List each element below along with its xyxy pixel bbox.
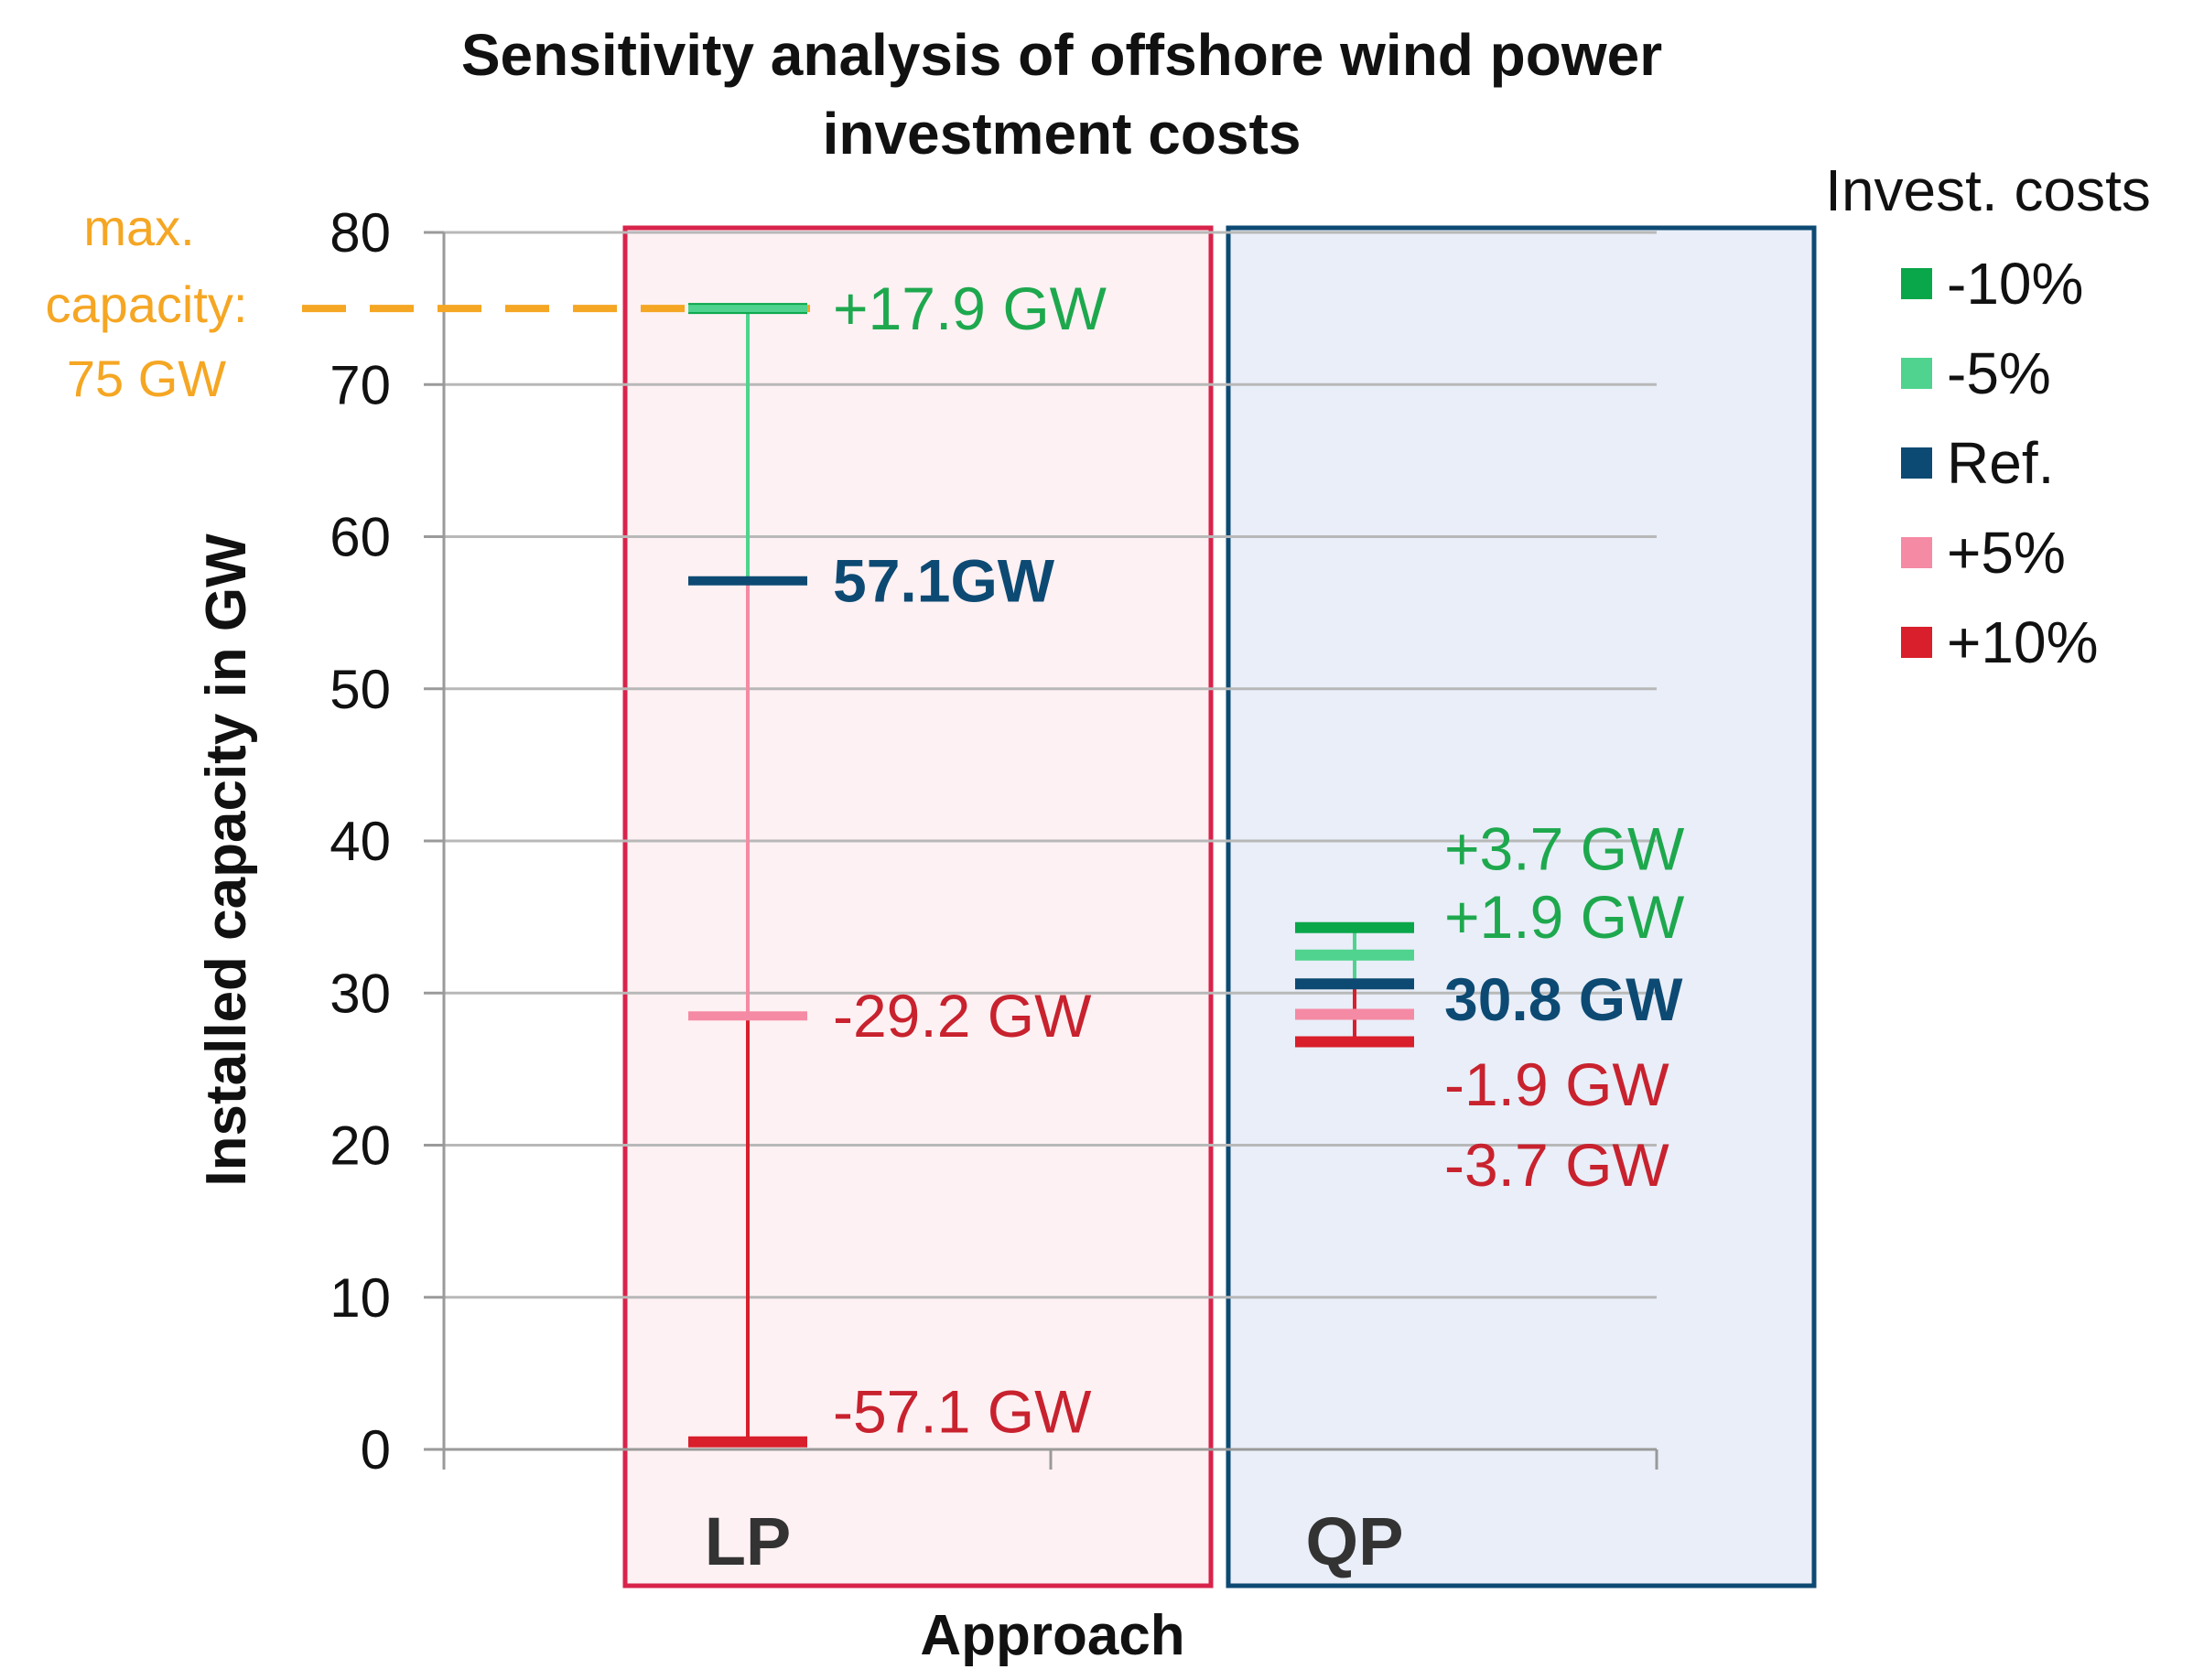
legend-label-plus10: +10% — [1947, 609, 2098, 675]
legend-label-minus10: -10% — [1947, 251, 2083, 317]
legend-title: Invest. costs — [1825, 157, 2151, 223]
legend-swatch-plus10 — [1901, 627, 1932, 658]
category-label-lp: LP — [705, 1503, 792, 1579]
qp-data-label-0: +3.7 GW — [1444, 814, 1685, 882]
y-tick-label-70: 70 — [329, 354, 391, 415]
axes — [442, 232, 1658, 1470]
qp-panel — [1226, 225, 1817, 1588]
legend: Invest. costs -10% -5% Ref. +5% +10% — [1825, 157, 2151, 675]
qp-data-label-2: 30.8 GW — [1444, 965, 1683, 1033]
y-tick-label-0: 0 — [361, 1419, 391, 1481]
qp-data-label-4: -3.7 GW — [1444, 1131, 1669, 1199]
qp-data-label-1: +1.9 GW — [1444, 883, 1685, 951]
max-capacity-label-line-1: max. — [83, 199, 194, 256]
data-labels: +17.9 GW 57.1GW -29.2 GW -57.1 GW +3.7 GW+1.… — [833, 275, 1685, 1445]
y-tick-label-80: 80 — [329, 202, 391, 264]
chart-title-line-2: investment costs — [823, 101, 1302, 167]
y-tick-label-20: 20 — [329, 1115, 391, 1177]
lp-data-label-0: +17.9 GW — [833, 275, 1107, 342]
lp-data-label-2: -29.2 GW — [833, 982, 1092, 1050]
range-marks — [688, 303, 1414, 1448]
legend-label-plus5: +5% — [1947, 520, 2066, 586]
y-tick-label-10: 10 — [329, 1267, 391, 1329]
legend-label-minus5: -5% — [1947, 340, 2051, 406]
y-tick-label-40: 40 — [329, 811, 391, 872]
gridlines — [424, 231, 1657, 1451]
chart-title-line-1: Sensitivity analysis of offshore wind po… — [461, 22, 1662, 88]
x-axis-title: Approach — [920, 1604, 1184, 1667]
max-capacity-label-line-2: capacity: — [46, 275, 248, 333]
max-capacity-label-line-3: 75 GW — [67, 350, 226, 407]
legend-swatch-ref — [1901, 447, 1932, 479]
y-tick-label-50: 50 — [329, 659, 391, 720]
category-label-qp: QP — [1306, 1503, 1404, 1579]
lp-panel — [622, 225, 1214, 1588]
y-tick-label-30: 30 — [329, 963, 391, 1024]
legend-swatch-minus5 — [1901, 358, 1932, 389]
legend-swatch-minus10 — [1901, 268, 1932, 299]
legend-label-ref: Ref. — [1947, 430, 2054, 496]
y-tick-labels: 0 10 20 30 40 50 60 70 80 — [329, 202, 391, 1481]
y-axis-title: Installed capacity in GW — [195, 533, 258, 1187]
legend-swatch-plus5 — [1901, 537, 1932, 568]
qp-data-label-3: -1.9 GW — [1444, 1050, 1669, 1118]
lp-data-label-1: 57.1GW — [833, 547, 1055, 615]
lp-data-label-3: -57.1 GW — [833, 1377, 1092, 1445]
y-tick-label-60: 60 — [329, 507, 391, 568]
